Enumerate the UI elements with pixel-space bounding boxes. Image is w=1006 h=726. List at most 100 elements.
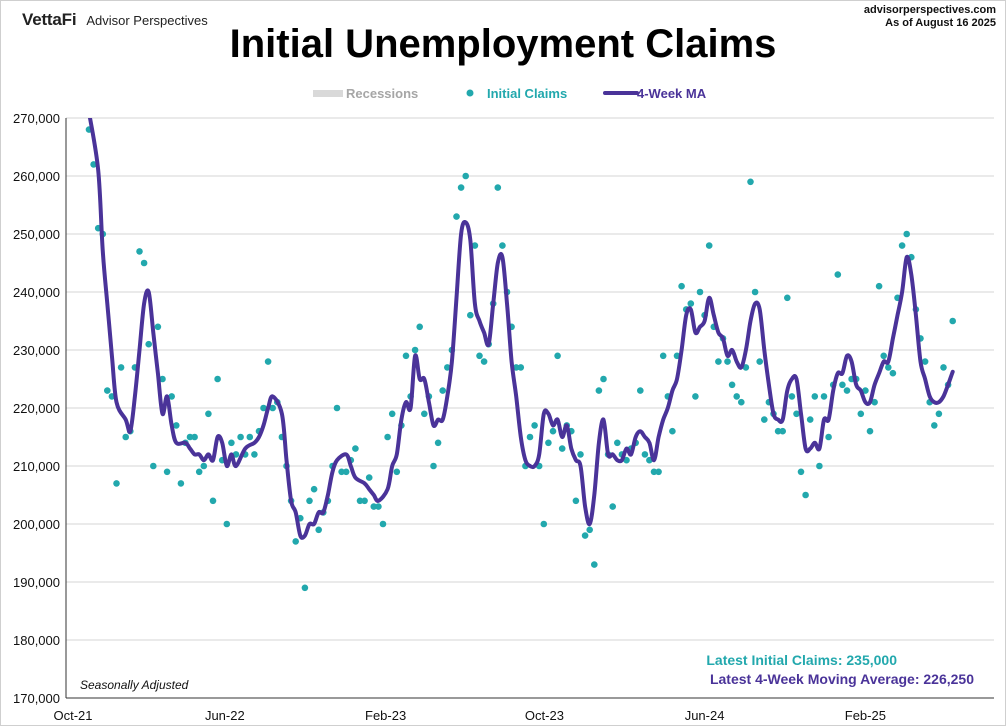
claims-point (154, 323, 162, 331)
claims-point (761, 416, 768, 423)
claims-point (411, 346, 419, 354)
claims-point (310, 485, 318, 493)
claims-point (779, 427, 786, 435)
claims-point (356, 497, 364, 505)
y-tick-label: 240,000 (13, 285, 60, 300)
claims-point (880, 352, 887, 360)
claims-point (903, 230, 910, 238)
claims-point (862, 387, 869, 394)
claims-point (898, 242, 906, 249)
claims-point (834, 271, 842, 278)
claims-point (517, 364, 525, 371)
claims-point (802, 491, 809, 499)
y-tick-label: 170,000 (13, 691, 60, 706)
vettafi-logo: VettaFi (22, 10, 77, 29)
claims-point (742, 364, 750, 371)
claims-point (921, 358, 929, 365)
x-axis: Oct-21 Jun-22 Feb-23 Oct-23 Jun-24 Feb-25 (53, 708, 885, 723)
claims-point (467, 311, 474, 319)
claims-point (738, 398, 745, 406)
claims-point (595, 387, 603, 394)
claims-point (375, 503, 382, 510)
claims-point (421, 410, 428, 418)
claims-point (370, 503, 378, 510)
claims-point (462, 172, 470, 180)
y-tick-label: 200,000 (13, 517, 60, 532)
claims-point (687, 300, 695, 307)
ma-line-group (87, 118, 955, 540)
claims-point (949, 317, 956, 325)
claims-point (806, 416, 814, 423)
claims-point (434, 439, 442, 447)
claims-point (696, 288, 704, 296)
claims-point (232, 451, 240, 458)
claims-point (140, 259, 148, 267)
claims-point (558, 445, 566, 452)
claims-point (747, 178, 754, 186)
claims-point (591, 561, 598, 568)
claims-point (659, 352, 667, 360)
claims-point (342, 468, 350, 476)
claims-point (641, 451, 649, 458)
claims-point (159, 375, 166, 383)
claims-point (150, 462, 157, 470)
claims-point (751, 288, 759, 296)
claims-point (889, 369, 897, 377)
claims-point (577, 451, 584, 458)
y-tick-label: 190,000 (13, 575, 60, 590)
claims-point (797, 468, 805, 476)
claims-point (191, 433, 198, 441)
claims-point (839, 381, 846, 389)
claims-point (480, 358, 488, 365)
claims-point (214, 375, 221, 383)
claims-point (246, 433, 254, 441)
claims-point (402, 352, 410, 360)
claims-point (549, 427, 557, 435)
legend-claims-marker (466, 89, 474, 97)
claims-point (444, 364, 451, 371)
claims-point (476, 352, 483, 360)
y-axis: 270,000 260,000 250,000 240,000 230,000 220,0… (13, 111, 994, 706)
legend-ma-label: 4-Week MA (637, 86, 707, 101)
claims-point (875, 282, 883, 290)
legend-recessions-label: Recessions (346, 86, 418, 101)
claims-point (306, 497, 313, 505)
ma-line (87, 118, 955, 540)
claims-point (857, 410, 865, 418)
claims-point (315, 526, 323, 534)
claims-point (352, 445, 359, 452)
claims-point (200, 462, 208, 470)
claims-point (338, 468, 345, 476)
x-tick-label: Jun-22 (205, 708, 245, 723)
claims-point (104, 387, 111, 394)
claims-point (457, 184, 465, 191)
x-tick-label: Oct-23 (525, 708, 564, 723)
claims-point (333, 404, 341, 412)
claims-point (177, 480, 185, 487)
claims-point (260, 404, 267, 412)
claims-point (264, 358, 272, 365)
claims-point (379, 520, 387, 528)
claims-point (554, 352, 561, 360)
claims-point (122, 433, 129, 441)
claims-point (586, 526, 593, 534)
claims-point (733, 393, 740, 400)
latest-ma-label: Latest 4-Week Moving Average: 226,250 (710, 671, 974, 687)
claims-point (186, 433, 194, 441)
claims-point (793, 410, 800, 418)
claims-point (163, 468, 171, 476)
claims-point (820, 393, 828, 400)
claims-point (512, 364, 520, 371)
claims-point (145, 340, 152, 348)
claims-point (113, 480, 120, 487)
claims-point (90, 161, 97, 168)
claims-point (531, 422, 538, 429)
claims-point (526, 433, 534, 441)
claims-point (228, 439, 235, 447)
claims-point (168, 393, 175, 400)
y-tick-label: 220,000 (13, 401, 60, 416)
claims-point (678, 282, 685, 290)
legend-recessions-swatch (313, 90, 343, 97)
claims-point (788, 393, 796, 400)
